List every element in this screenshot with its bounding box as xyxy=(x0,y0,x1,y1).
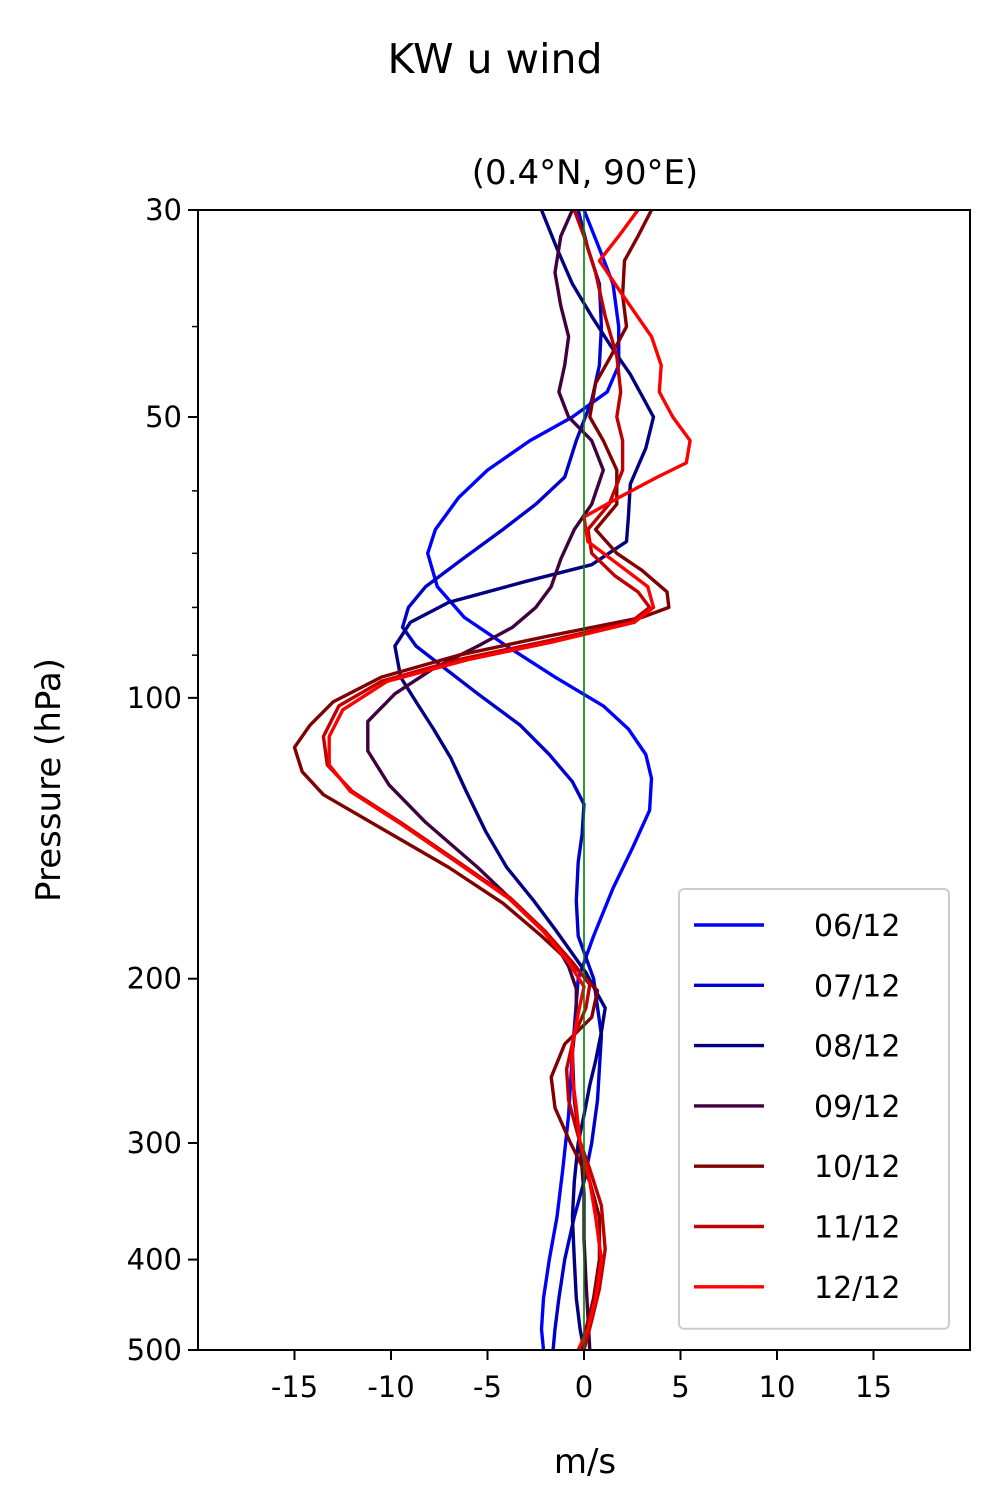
x-axis-label: m/s xyxy=(554,1442,616,1482)
x-tick-label: 5 xyxy=(671,1370,689,1404)
x-tick-label: 0 xyxy=(575,1370,593,1404)
y-tick-label: 500 xyxy=(127,1333,182,1367)
legend-label: 07/12 xyxy=(814,969,900,1004)
x-tick-label: -5 xyxy=(473,1370,502,1404)
legend: 06/12 07/12 08/12 09/12 10/12 11/12 12/12 xyxy=(678,888,950,1330)
y-tick-label: 400 xyxy=(127,1243,182,1277)
series-line-1 xyxy=(400,209,604,1351)
y-tick-label: 300 xyxy=(127,1126,182,1160)
y-tick-label: 30 xyxy=(145,193,182,227)
y-axis: 30 50 100 200 300 400 500 xyxy=(127,193,198,1367)
legend-label: 09/12 xyxy=(814,1090,900,1125)
figure-suptitle: KW u wind xyxy=(388,35,603,83)
series-layer xyxy=(292,208,692,1351)
legend-label: 06/12 xyxy=(814,909,900,944)
x-tick-label: 15 xyxy=(855,1370,892,1404)
legend-box xyxy=(678,888,950,1330)
y-tick-label: 200 xyxy=(127,962,182,996)
x-axis: -15 -10 -5 0 5 10 15 xyxy=(271,1350,892,1404)
x-tick-label: 10 xyxy=(759,1370,796,1404)
y-tick-label: 100 xyxy=(127,681,182,715)
y-tick-label: 50 xyxy=(145,400,182,434)
x-tick-label: -15 xyxy=(271,1370,318,1404)
y-axis-label: Pressure (hPa) xyxy=(29,658,69,902)
series-line-4 xyxy=(292,209,671,1351)
legend-label: 11/12 xyxy=(814,1211,900,1246)
legend-label: 10/12 xyxy=(814,1150,900,1185)
legend-label: 08/12 xyxy=(814,1030,900,1065)
series-line-0 xyxy=(426,209,654,1351)
series-line-5 xyxy=(321,209,652,1351)
chart-title: (0.4°N, 90°E) xyxy=(472,153,698,193)
legend-label: 12/12 xyxy=(814,1271,900,1306)
series-line-6 xyxy=(327,208,692,1351)
series-line-2 xyxy=(393,209,656,1351)
x-tick-label: -10 xyxy=(367,1370,414,1404)
